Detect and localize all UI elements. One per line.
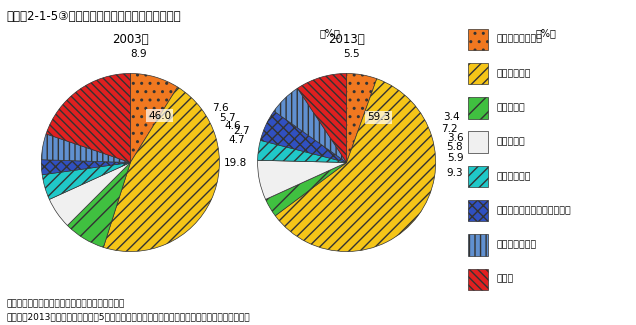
Wedge shape: [266, 162, 347, 216]
Text: 4.6: 4.6: [225, 121, 241, 131]
Text: インダストリアル: インダストリアル: [497, 35, 543, 44]
Text: グラフィック: グラフィック: [497, 69, 532, 78]
Wedge shape: [50, 162, 130, 226]
Wedge shape: [275, 79, 436, 252]
FancyBboxPatch shape: [467, 234, 488, 255]
Text: 19.8: 19.8: [224, 158, 247, 168]
Text: テキスタイル、ファッション: テキスタイル、ファッション: [497, 206, 572, 215]
Text: 8.9: 8.9: [130, 49, 147, 59]
Text: 3.6: 3.6: [447, 133, 464, 143]
Text: 7.2: 7.2: [441, 124, 458, 134]
FancyBboxPatch shape: [467, 131, 488, 153]
Text: 59.3: 59.3: [367, 112, 390, 122]
FancyBboxPatch shape: [467, 166, 488, 187]
Text: 2.7: 2.7: [233, 126, 250, 136]
Title: 2013年: 2013年: [328, 33, 365, 46]
FancyBboxPatch shape: [467, 97, 488, 119]
Wedge shape: [258, 160, 347, 200]
Text: その他: その他: [497, 275, 514, 284]
FancyBboxPatch shape: [467, 268, 488, 290]
Wedge shape: [258, 140, 347, 162]
Wedge shape: [260, 111, 347, 162]
Text: 5.9: 5.9: [447, 153, 464, 163]
Text: マルチメディア: マルチメディア: [497, 240, 537, 249]
FancyBboxPatch shape: [467, 29, 488, 50]
Text: ディスプレイ: ディスプレイ: [497, 172, 532, 181]
Wedge shape: [104, 87, 219, 252]
Wedge shape: [347, 73, 377, 162]
Text: 5.5: 5.5: [343, 49, 360, 59]
Wedge shape: [274, 88, 347, 162]
Wedge shape: [130, 73, 177, 162]
Text: 4.7: 4.7: [228, 135, 245, 145]
Wedge shape: [41, 160, 130, 175]
Text: 5.7: 5.7: [219, 113, 236, 123]
Text: 資料：経済産業省「特定サービス産業実態調査」: 資料：経済産業省「特定サービス産業実態調査」: [6, 299, 125, 308]
Text: 9.3: 9.3: [446, 168, 463, 178]
Wedge shape: [41, 134, 130, 162]
Text: コラム2-1-5③図　デザイン業務の業務種類別割合: コラム2-1-5③図 デザイン業務の業務種類別割合: [6, 10, 181, 23]
Text: 7.6: 7.6: [212, 103, 228, 113]
Text: （%）: （%）: [536, 28, 556, 38]
Wedge shape: [67, 162, 130, 247]
Wedge shape: [42, 162, 130, 200]
Text: 46.0: 46.0: [148, 111, 171, 121]
Text: 3.4: 3.4: [443, 112, 459, 122]
Text: （%）: （%）: [320, 28, 340, 38]
FancyBboxPatch shape: [467, 200, 488, 221]
Text: インテリア: インテリア: [497, 103, 526, 112]
Text: パッケージ: パッケージ: [497, 137, 526, 147]
Title: 2003年: 2003年: [112, 33, 149, 46]
Wedge shape: [46, 73, 130, 162]
FancyBboxPatch shape: [467, 63, 488, 84]
Text: （注）　2013年の内訳は、従業者5人以上の事業者の年間売上高を業務種類別に算出している。: （注） 2013年の内訳は、従業者5人以上の事業者の年間売上高を業務種類別に算出…: [6, 312, 250, 321]
Text: 5.8: 5.8: [446, 142, 462, 152]
Wedge shape: [298, 73, 347, 162]
